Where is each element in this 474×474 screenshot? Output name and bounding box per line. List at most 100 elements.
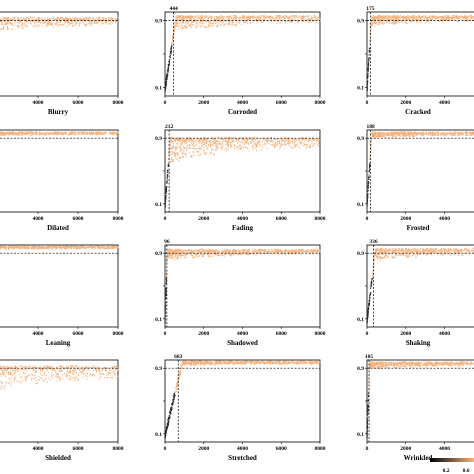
data-point	[465, 15, 467, 18]
y-tick-label: 0.1	[155, 202, 162, 208]
data-point	[369, 31, 371, 33]
data-point	[29, 21, 32, 23]
data-point	[173, 27, 176, 29]
data-point	[39, 132, 41, 134]
data-point	[391, 133, 393, 135]
data-point	[375, 133, 377, 135]
data-point	[367, 75, 369, 77]
data-point	[69, 133, 71, 135]
data-point	[223, 16, 225, 18]
data-point	[170, 49, 172, 51]
data-point	[212, 148, 214, 151]
data-point	[224, 140, 226, 142]
data-point	[179, 19, 181, 21]
data-point	[211, 151, 213, 154]
data-point	[42, 133, 44, 135]
data-point	[59, 23, 61, 26]
data-point	[288, 16, 290, 18]
data-point	[225, 23, 227, 25]
data-point	[48, 24, 50, 26]
data-point	[88, 19, 90, 21]
data-point	[165, 87, 167, 89]
data-point	[180, 17, 182, 19]
data-point	[30, 16, 32, 18]
data-point	[207, 143, 209, 145]
data-point	[229, 22, 231, 24]
data-point	[183, 25, 185, 27]
data-point	[116, 20, 118, 22]
data-point	[218, 20, 220, 22]
data-point	[63, 131, 65, 134]
data-point	[48, 132, 51, 134]
data-point	[233, 22, 235, 24]
data-point	[225, 141, 227, 143]
data-point	[170, 44, 173, 46]
data-point	[270, 137, 273, 139]
data-point	[68, 21, 70, 24]
data-point	[227, 144, 229, 146]
data-point	[184, 25, 186, 27]
data-point	[386, 21, 388, 23]
data-point	[393, 16, 395, 18]
data-point	[205, 137, 207, 139]
data-point	[451, 17, 453, 19]
data-point	[187, 19, 189, 21]
data-point	[0, 132, 2, 134]
data-point	[32, 132, 34, 134]
data-point	[211, 22, 213, 24]
x-tick-label: 6000	[73, 100, 84, 106]
data-point	[67, 133, 70, 135]
data-point	[308, 146, 310, 148]
data-point	[3, 21, 6, 23]
data-point	[21, 18, 23, 20]
data-point	[74, 17, 76, 19]
data-point	[5, 17, 7, 19]
data-point	[193, 142, 195, 144]
data-point	[448, 15, 450, 17]
data-point	[186, 25, 188, 27]
data-point	[29, 132, 32, 134]
data-point	[3, 17, 5, 19]
data-point	[182, 141, 184, 143]
data-point	[176, 143, 178, 145]
data-point	[205, 145, 207, 147]
data-point	[377, 18, 379, 20]
panel-blurry: 0400060008000Blurry	[0, 11, 124, 116]
data-point	[393, 18, 395, 20]
data-point	[181, 152, 183, 154]
data-point	[430, 18, 432, 20]
data-point	[109, 18, 111, 20]
data-point	[167, 171, 169, 173]
data-point	[469, 19, 471, 21]
data-point	[246, 140, 248, 142]
data-point	[226, 137, 228, 139]
data-point	[413, 132, 415, 134]
data-point	[185, 156, 187, 158]
data-point	[438, 19, 440, 21]
data-point	[165, 196, 167, 198]
data-point	[292, 147, 294, 149]
data-point	[387, 15, 389, 17]
data-point	[251, 17, 253, 19]
data-point	[34, 17, 36, 19]
data-point	[369, 165, 371, 168]
data-point	[207, 147, 209, 149]
data-point	[45, 22, 47, 24]
data-point	[55, 132, 57, 134]
data-point	[35, 133, 37, 135]
data-point	[55, 21, 57, 23]
data-point	[202, 22, 204, 24]
data-point	[220, 137, 222, 139]
data-point	[87, 18, 89, 21]
data-point	[472, 132, 474, 135]
data-point	[70, 131, 72, 133]
data-point	[31, 20, 33, 22]
data-point	[270, 138, 272, 140]
data-point	[188, 146, 190, 148]
data-point	[294, 138, 296, 140]
data-point	[210, 141, 212, 143]
data-point	[0, 132, 1, 134]
data-point	[369, 39, 371, 41]
data-point	[248, 137, 250, 139]
